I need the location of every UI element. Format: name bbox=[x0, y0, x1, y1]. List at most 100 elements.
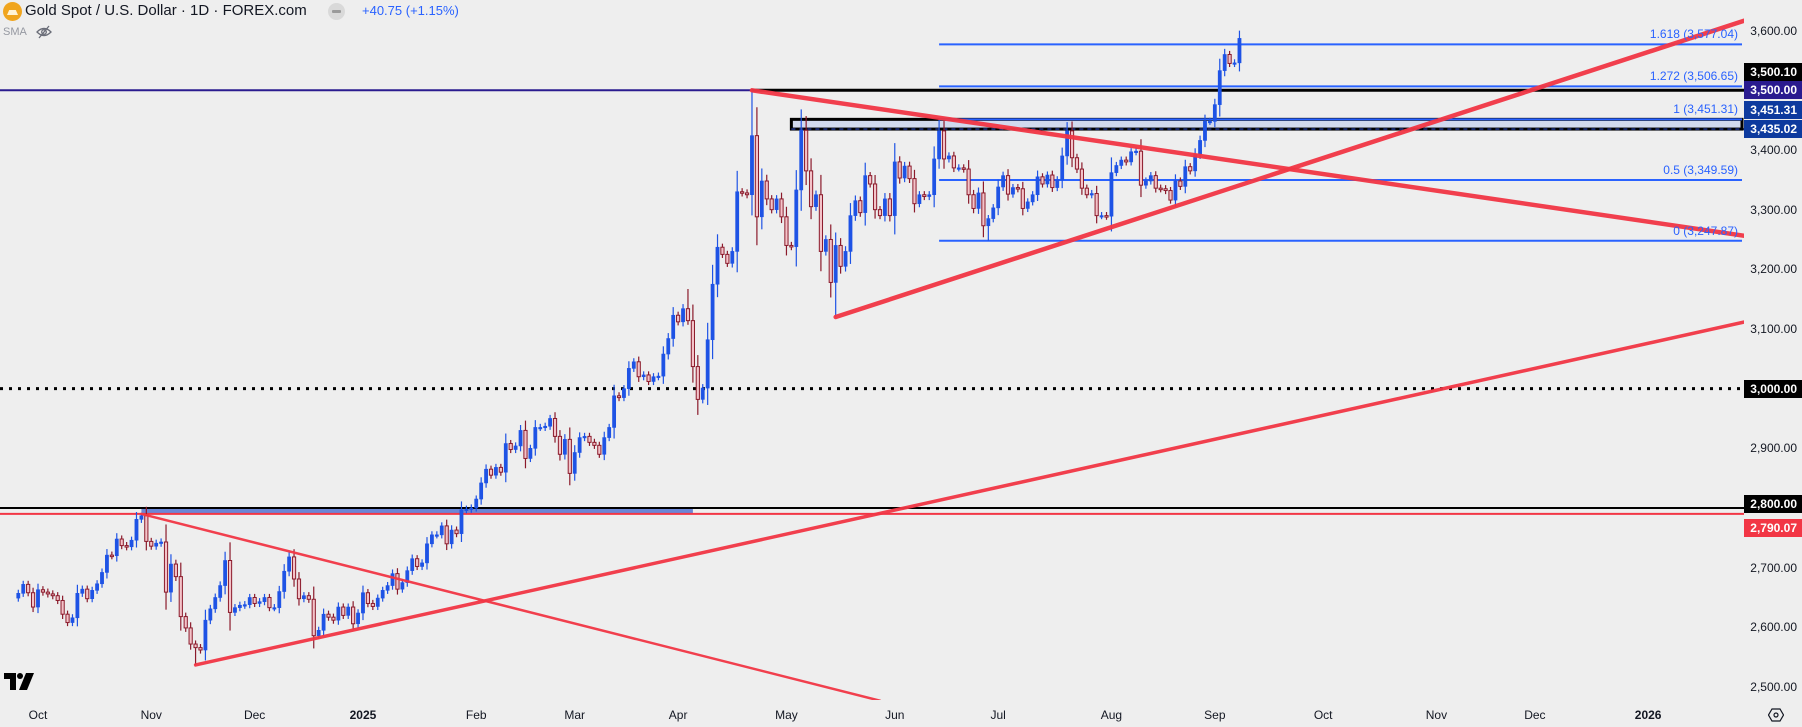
candle-body bbox=[405, 570, 410, 583]
candle-body bbox=[336, 606, 341, 621]
candle-body bbox=[661, 353, 666, 377]
candle-body bbox=[439, 525, 444, 536]
candle-body bbox=[823, 239, 828, 252]
candle-body bbox=[543, 425, 548, 429]
time-axis-label: May bbox=[775, 708, 798, 722]
candle-body bbox=[1168, 190, 1173, 201]
candle-body bbox=[602, 437, 607, 455]
candle-body bbox=[16, 593, 21, 599]
candle-body bbox=[1124, 159, 1129, 163]
fib-level-label: 0.5 (3,349.59) bbox=[1663, 163, 1738, 178]
candle-body bbox=[1114, 165, 1119, 173]
candle-body bbox=[725, 253, 730, 264]
candle-body bbox=[912, 178, 917, 205]
price-tag: 2,800.00 bbox=[1744, 494, 1802, 513]
candle-body bbox=[695, 366, 700, 400]
price-axis-label: 3,200.00 bbox=[1750, 262, 1797, 277]
candle-body bbox=[415, 558, 420, 567]
candle-body bbox=[149, 540, 154, 547]
candle-body bbox=[966, 168, 971, 196]
price-axis-label: 3,600.00 bbox=[1750, 23, 1797, 38]
candle-body bbox=[464, 508, 469, 511]
candle-body bbox=[1158, 187, 1163, 191]
candle-body bbox=[282, 570, 287, 592]
candle-body bbox=[705, 339, 710, 389]
candle-body bbox=[90, 590, 95, 599]
price-axis-label: 2,700.00 bbox=[1750, 560, 1797, 575]
candle-body bbox=[311, 598, 316, 637]
candle-body bbox=[139, 515, 144, 520]
candle-body bbox=[70, 617, 75, 623]
candle-body bbox=[494, 467, 498, 476]
candle-body bbox=[45, 591, 50, 595]
candle-body bbox=[272, 607, 277, 610]
candle-body bbox=[213, 597, 218, 610]
candle-body bbox=[567, 438, 572, 474]
candles bbox=[16, 30, 1242, 665]
candle-body bbox=[154, 542, 159, 547]
candle-body bbox=[114, 538, 119, 557]
candle-body bbox=[597, 444, 602, 455]
eye-off-icon[interactable] bbox=[36, 25, 52, 39]
settings-icon[interactable] bbox=[1768, 708, 1784, 722]
candle-body bbox=[242, 604, 247, 607]
candle-body bbox=[557, 435, 563, 455]
collapse-button[interactable] bbox=[328, 3, 345, 20]
candle-body bbox=[1183, 166, 1188, 187]
candle-body bbox=[922, 194, 927, 198]
candle-body bbox=[1025, 201, 1030, 209]
symbol-title[interactable]: Gold Spot / U.S. Dollar · 1D · FOREX.com bbox=[25, 2, 307, 19]
candle-body bbox=[941, 130, 947, 160]
indicator-sma-label[interactable]: SMA bbox=[3, 26, 27, 38]
candle-body bbox=[1198, 140, 1202, 155]
candle-body bbox=[513, 445, 518, 450]
time-axis-label: 2026 bbox=[1634, 708, 1662, 722]
candle-body bbox=[55, 595, 60, 601]
candle-body bbox=[858, 200, 863, 214]
candle-body bbox=[223, 560, 228, 586]
candle-body bbox=[361, 592, 365, 614]
candle-body bbox=[981, 192, 986, 227]
candle-body bbox=[784, 216, 789, 246]
candle-body bbox=[346, 606, 351, 616]
candle-body bbox=[1079, 168, 1084, 189]
candle-body bbox=[774, 198, 779, 210]
candle-body bbox=[932, 158, 937, 196]
candle-body bbox=[947, 155, 951, 160]
candle-body bbox=[316, 630, 321, 636]
candle-body bbox=[119, 538, 124, 547]
candle-body bbox=[380, 590, 385, 599]
candle-body bbox=[326, 613, 331, 618]
candle-body bbox=[1050, 174, 1055, 189]
price-tag: 3,500.00 bbox=[1744, 81, 1802, 100]
candle-body bbox=[843, 251, 848, 267]
candle-body bbox=[144, 515, 149, 542]
candle-body bbox=[1035, 176, 1040, 196]
candle-body bbox=[1153, 175, 1158, 189]
candle-body bbox=[1104, 215, 1109, 218]
candle-body bbox=[183, 616, 188, 629]
candle-body bbox=[828, 238, 833, 283]
candle-body bbox=[1188, 166, 1193, 172]
time-axis-label: Sep bbox=[1204, 708, 1226, 722]
candle-body bbox=[503, 443, 508, 473]
candle-body bbox=[641, 374, 646, 378]
candle-body bbox=[996, 186, 1001, 209]
price-axis-label: 2,600.00 bbox=[1750, 620, 1797, 635]
candle-body bbox=[100, 572, 104, 585]
time-axis-label: Jul bbox=[990, 708, 1006, 722]
candle-body bbox=[863, 175, 868, 213]
candle-body bbox=[233, 607, 237, 613]
time-axis-label: Jun bbox=[885, 708, 905, 722]
candle-body bbox=[577, 437, 582, 453]
candle-body bbox=[1001, 175, 1006, 188]
candle-body bbox=[1144, 180, 1148, 186]
candle-body bbox=[36, 589, 40, 608]
candle-body bbox=[484, 468, 488, 484]
candle-body bbox=[523, 429, 528, 459]
candle-body bbox=[814, 194, 818, 207]
candle-body bbox=[306, 595, 311, 600]
resistance-zone bbox=[789, 117, 1744, 131]
candle-body bbox=[370, 602, 375, 607]
